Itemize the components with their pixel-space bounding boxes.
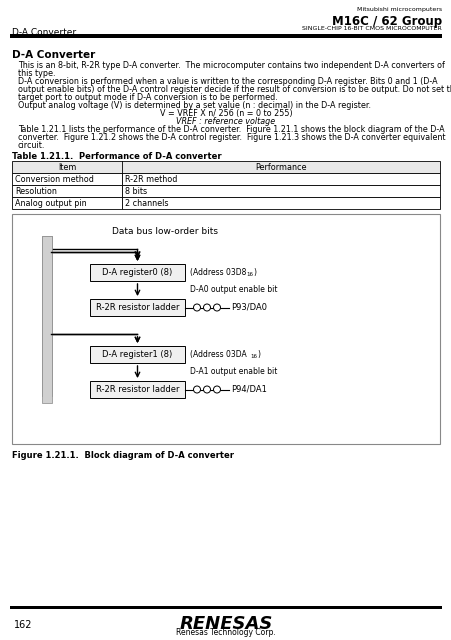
Bar [42, 236, 52, 403]
Bar [90, 299, 184, 316]
Text: M16C / 62 Group: M16C / 62 Group [331, 15, 441, 28]
Text: D-A register1 (8): D-A register1 (8) [102, 350, 172, 359]
Text: Data bus low-order bits: Data bus low-order bits [112, 227, 217, 236]
Bar [90, 346, 184, 363]
Text: Output analog voltage (V) is determined by a set value (n : decimal) in the D-A : Output analog voltage (V) is determined … [18, 101, 370, 110]
Text: D-A0 output enable bit: D-A0 output enable bit [189, 285, 277, 294]
Text: D-A Converter: D-A Converter [12, 50, 95, 60]
Text: P94/DA1: P94/DA1 [230, 385, 266, 394]
Text: 16: 16 [249, 353, 257, 358]
Text: Performance: Performance [255, 163, 306, 172]
Text: this type.: this type. [18, 69, 55, 78]
Bar [122, 197, 439, 209]
Circle shape [213, 304, 220, 311]
Text: R-2R resistor ladder: R-2R resistor ladder [96, 385, 179, 394]
Text: output enable bits) of the D-A control register decide if the result of conversi: output enable bits) of the D-A control r… [18, 85, 451, 94]
Text: target port to output mode if D-A conversion is to be performed.: target port to output mode if D-A conver… [18, 93, 277, 102]
Text: Table 1.21.1.  Performance of D-A converter: Table 1.21.1. Performance of D-A convert… [12, 152, 221, 161]
Bar [12, 173, 122, 185]
Text: ): ) [253, 268, 255, 277]
Text: ): ) [257, 350, 259, 359]
Text: (Address 03D8: (Address 03D8 [189, 268, 246, 277]
Text: D-A1 output enable bit: D-A1 output enable bit [189, 367, 277, 376]
Bar [12, 161, 439, 173]
Text: VREF : reference voltage: VREF : reference voltage [176, 117, 275, 126]
Text: Resolution: Resolution [15, 186, 57, 195]
Text: P93/DA0: P93/DA0 [230, 303, 267, 312]
Text: R-2R method: R-2R method [125, 175, 177, 184]
Bar [12, 185, 122, 197]
Text: D-A conversion is performed when a value is written to the corresponding D-A reg: D-A conversion is performed when a value… [18, 77, 437, 86]
Text: V = VREF X n/ 256 (n = 0 to 255): V = VREF X n/ 256 (n = 0 to 255) [159, 109, 292, 118]
Circle shape [203, 386, 210, 393]
Text: RENESAS: RENESAS [179, 615, 272, 633]
Text: Conversion method: Conversion method [15, 175, 94, 184]
Bar [90, 264, 184, 281]
Bar [12, 197, 122, 209]
Bar [10, 605, 441, 609]
Bar [122, 185, 439, 197]
Text: Renesas Technology Corp.: Renesas Technology Corp. [176, 628, 275, 637]
Text: 2 channels: 2 channels [125, 198, 168, 207]
Circle shape [193, 386, 200, 393]
Bar [42, 236, 52, 396]
Text: Analog output pin: Analog output pin [15, 198, 87, 207]
Circle shape [213, 386, 220, 393]
Text: This is an 8-bit, R-2R type D-A converter.  The microcomputer contains two indep: This is an 8-bit, R-2R type D-A converte… [18, 61, 444, 70]
Text: Figure 1.21.1.  Block diagram of D-A converter: Figure 1.21.1. Block diagram of D-A conv… [12, 451, 234, 460]
Bar [90, 381, 184, 398]
Text: Table 1.21.1 lists the performance of the D-A converter.  Figure 1.21.1 shows th: Table 1.21.1 lists the performance of th… [18, 125, 444, 134]
Text: Item: Item [58, 163, 76, 172]
Text: D-A register0 (8): D-A register0 (8) [102, 268, 172, 277]
Text: converter.  Figure 1.21.2 shows the D-A control register.  Figure 1.21.3 shows t: converter. Figure 1.21.2 shows the D-A c… [18, 133, 445, 142]
Text: Mitsubishi microcomputers: Mitsubishi microcomputers [356, 7, 441, 12]
Bar [10, 33, 441, 38]
Bar [12, 214, 439, 444]
Text: circuit.: circuit. [18, 141, 45, 150]
Text: D-A Converter: D-A Converter [12, 28, 76, 37]
Text: SINGLE-CHIP 16-BIT CMOS MICROCOMPUTER: SINGLE-CHIP 16-BIT CMOS MICROCOMPUTER [302, 26, 441, 31]
Text: 8 bits: 8 bits [125, 186, 147, 195]
Text: R-2R resistor ladder: R-2R resistor ladder [96, 303, 179, 312]
Text: 16: 16 [245, 271, 253, 276]
Circle shape [203, 304, 210, 311]
Circle shape [193, 304, 200, 311]
Text: (Address 03DA: (Address 03DA [189, 350, 246, 359]
Text: 162: 162 [14, 620, 32, 630]
Bar [122, 173, 439, 185]
